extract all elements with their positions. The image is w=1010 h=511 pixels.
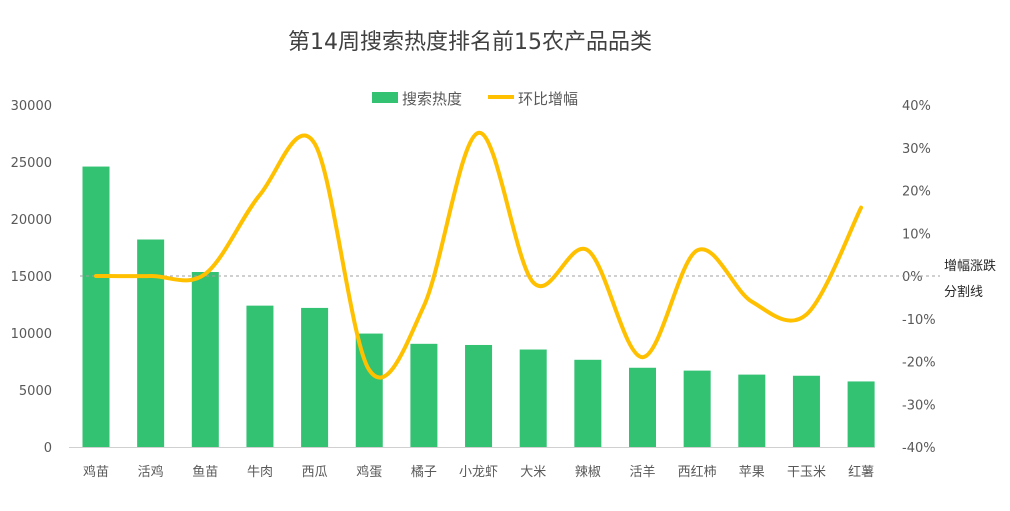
reference-label-line2: 分割线 — [944, 284, 983, 300]
reference-label-line1: 增幅涨跌 — [944, 258, 996, 274]
x-tick-label: 鸡蛋 — [356, 464, 382, 480]
bar-辣椒 — [574, 359, 602, 447]
x-tick-label: 小龙虾 — [459, 465, 498, 480]
x-tick-label: 鸡苗 — [83, 464, 109, 480]
bar-橘子 — [410, 343, 438, 447]
left-tick-label: 25000 — [11, 156, 52, 171]
right-tick-label: 40% — [902, 99, 931, 114]
x-tick-label: 红薯 — [848, 464, 874, 480]
bar-红薯 — [847, 381, 875, 447]
x-tick-label: 鱼苗 — [192, 464, 218, 480]
left-tick-label: 20000 — [11, 213, 52, 228]
left-tick-label: 30000 — [11, 99, 52, 114]
x-tick-label: 西瓜 — [302, 465, 328, 480]
x-tick-label: 西红柿 — [678, 464, 717, 480]
bar-小龙虾 — [465, 344, 493, 447]
right-tick-label: 10% — [902, 227, 931, 242]
right-tick-label: -10% — [902, 313, 936, 328]
x-tick-label: 活羊 — [629, 464, 655, 480]
left-tick-label: 10000 — [11, 327, 52, 342]
chart-title: 第14周搜索热度排名前15农产品品类 — [288, 30, 652, 55]
legend-bar-label: 搜索热度 — [402, 90, 462, 108]
bar-鸡苗 — [82, 166, 110, 447]
bar-鱼苗 — [191, 272, 219, 447]
right-tick-label: 30% — [902, 142, 931, 157]
legend-bar-swatch — [372, 92, 398, 103]
right-tick-label: -30% — [902, 398, 936, 413]
legend: 搜索热度 环比增幅 — [372, 90, 578, 108]
right-tick-label: -40% — [902, 441, 936, 456]
x-tick-label: 大米 — [520, 465, 546, 480]
right-tick-label: -20% — [902, 356, 936, 371]
x-tick-label: 活鸡 — [138, 464, 164, 480]
bar-西红柿 — [683, 370, 711, 447]
bar-西瓜 — [301, 307, 329, 447]
right-tick-label: 0% — [902, 270, 923, 285]
left-tick-label: 5000 — [19, 384, 52, 399]
growth-line — [94, 130, 864, 380]
x-tick-label: 牛肉 — [247, 465, 273, 480]
x-tick-label: 橘子 — [411, 464, 437, 480]
left-tick-label: 0 — [44, 441, 52, 456]
bar-干玉米 — [792, 375, 820, 447]
bar-活鸡 — [137, 239, 165, 447]
left-tick-label: 15000 — [11, 270, 52, 285]
bar-大米 — [519, 349, 547, 447]
x-tick-label: 干玉米 — [787, 465, 826, 480]
bar-苹果 — [738, 374, 766, 447]
x-tick-label: 辣椒 — [575, 465, 601, 480]
legend-line-label: 环比增幅 — [518, 90, 578, 108]
x-tick-label: 苹果 — [739, 465, 765, 480]
bar-牛肉 — [246, 305, 274, 447]
bar-活羊 — [629, 367, 656, 447]
right-tick-label: 20% — [902, 185, 931, 200]
